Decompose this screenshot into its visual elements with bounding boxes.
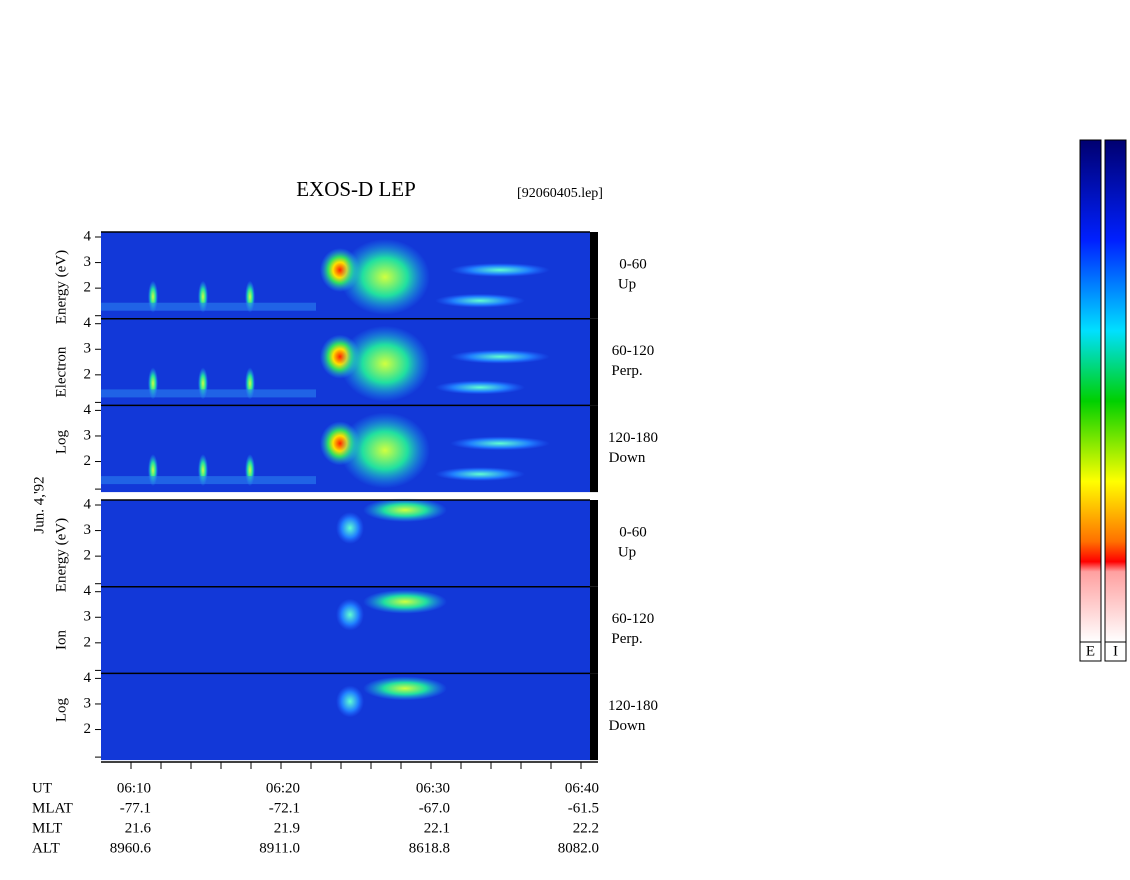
- orbit-value: 06:20: [266, 780, 300, 796]
- orbit-value: 8082.0: [558, 840, 599, 856]
- y-tick-label: 4: [84, 228, 92, 244]
- y-tick-label: 2: [84, 721, 92, 737]
- blob: [336, 598, 364, 631]
- colorbar-label: E: [1086, 643, 1095, 659]
- orbit-value: 22.1: [424, 820, 450, 836]
- orbit-value: 21.6: [125, 820, 152, 836]
- band: [101, 302, 316, 311]
- y-tick-label: 3: [84, 522, 92, 538]
- blob: [340, 239, 430, 315]
- orbit-value: 22.2: [573, 820, 599, 836]
- blob: [435, 467, 525, 482]
- orbit-label: UT: [32, 780, 52, 796]
- data-gap: [590, 586, 598, 674]
- direction-label: Perp.: [611, 631, 642, 647]
- colorbar-box: [1079, 641, 1102, 662]
- y-tick-label: 3: [84, 254, 92, 270]
- angle-label: 120-180: [608, 430, 658, 446]
- blob: [363, 498, 447, 522]
- angle-label: 60-120: [612, 343, 655, 359]
- y-tick-label: 4: [84, 670, 92, 686]
- blob: [435, 380, 525, 395]
- file-name: [92060405.lep]: [517, 186, 603, 201]
- orbit-value: -77.1: [120, 800, 151, 816]
- y-tick-label: 2: [84, 280, 92, 296]
- blob: [450, 349, 550, 364]
- y-axis-label: Log: [53, 697, 69, 722]
- direction-label: Down: [609, 718, 646, 734]
- blob: [340, 325, 430, 402]
- y-tick-label: 2: [84, 634, 92, 650]
- band: [101, 389, 316, 398]
- blob: [363, 676, 447, 701]
- blob: [336, 512, 364, 544]
- colorbar: [1104, 139, 1127, 643]
- orbit-value: 8618.8: [409, 840, 450, 856]
- y-tick-label: 2: [84, 548, 92, 564]
- date: Jun. 4,'92: [31, 476, 47, 533]
- direction-label: Up: [618, 544, 636, 560]
- data-gap: [590, 318, 598, 406]
- data-gap: [590, 405, 598, 493]
- band: [101, 476, 316, 485]
- y-tick-label: 2: [84, 366, 92, 382]
- orbit-value: 06:10: [117, 780, 151, 796]
- orbit-value: 8911.0: [259, 840, 300, 856]
- y-tick-label: 3: [84, 695, 92, 711]
- y-tick-label: 4: [84, 496, 92, 512]
- orbit-label: MLT: [32, 820, 62, 836]
- y-tick-label: 3: [84, 427, 92, 443]
- data-gap: [590, 500, 598, 587]
- y-tick-label: 2: [84, 453, 92, 469]
- orbit-value: 06:40: [565, 780, 599, 796]
- blob: [450, 436, 550, 451]
- colorbar-label: I: [1113, 643, 1118, 659]
- orbit-value: -61.5: [568, 800, 599, 816]
- data-gap: [590, 232, 598, 319]
- blob: [363, 589, 447, 614]
- orbit-value: -72.1: [269, 800, 300, 816]
- orbit-value: -67.0: [419, 800, 450, 816]
- orbit-value: 21.9: [274, 820, 300, 836]
- angle-label: 60-120: [612, 611, 655, 627]
- orbit-label: MLAT: [32, 800, 73, 816]
- blob: [450, 263, 550, 277]
- y-axis-label: Energy (eV): [53, 518, 69, 592]
- y-axis-label: Ion: [53, 630, 69, 650]
- y-axis-label: Log: [53, 429, 69, 454]
- y-tick-label: 4: [84, 402, 92, 418]
- title: EXOS-D LEP: [296, 177, 416, 201]
- y-tick-label: 4: [84, 583, 92, 599]
- direction-label: Up: [618, 276, 636, 292]
- y-tick-label: 4: [84, 315, 92, 331]
- y-tick-label: 3: [84, 609, 92, 625]
- orbit-label: ALT: [32, 840, 60, 856]
- y-axis-label: Energy (eV): [53, 250, 69, 324]
- orbit-value: 06:30: [416, 780, 450, 796]
- y-axis-label: Electron: [53, 346, 69, 397]
- blob: [336, 685, 364, 718]
- colorbar-box: [1104, 641, 1127, 662]
- orbit-value: 8960.6: [110, 840, 152, 856]
- angle-label: 0-60: [619, 256, 647, 272]
- blob: [340, 412, 430, 489]
- colorbar: [1079, 139, 1102, 643]
- data-gap: [590, 673, 598, 761]
- blob: [435, 293, 525, 308]
- direction-label: Perp.: [611, 363, 642, 379]
- angle-label: 0-60: [619, 524, 647, 540]
- y-tick-label: 3: [84, 341, 92, 357]
- angle-label: 120-180: [608, 698, 658, 714]
- direction-label: Down: [609, 450, 646, 466]
